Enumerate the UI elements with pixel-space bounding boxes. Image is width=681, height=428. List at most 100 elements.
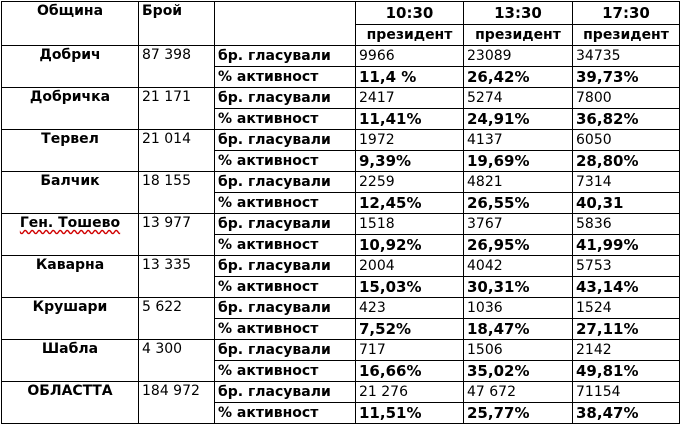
activity-value: 36,82% [572,108,680,130]
voted-value: 1524 [572,297,680,319]
municipality-voted-row: Балчик 18 155 бр. гласували 2259 4821 7314 [1,171,680,214]
municipality-name-text: Балчик [40,173,100,189]
municipality-name-text: Ген. Тошево [19,215,121,231]
activity-label: % активност [214,318,356,340]
activity-label: % активност [214,108,356,130]
activity-value: 19,69% [463,150,573,172]
municipality-name: Балчик [1,171,139,214]
activity-value: 39,73% [572,66,680,88]
voted-value: 9966 [355,45,464,67]
municipality-activity-row: % активност 9,39% 19,69% 28,80% [2,150,680,172]
municipality-count: 21 171 [138,87,215,130]
voted-value: 71154 [572,381,680,403]
municipality-voted-row: Шабла 4 300 бр. гласували 717 1506 2142 [1,339,680,382]
voted-value: 1506 [463,339,573,361]
activity-label: % активност [214,402,356,424]
activity-label: % активност [214,276,356,298]
activity-value: 26,95% [463,234,573,256]
voted-label: бр. гласували [214,87,356,109]
election-subheader: президент [355,24,464,46]
municipality-name-text: Каварна [35,257,105,273]
header-row-time: Община Брой 10:30 13:30 17:30 [1,1,680,46]
municipality-count: 4 300 [138,339,215,382]
activity-value: 26,55% [463,192,573,214]
municipality-voted-row: Тервел 21 014 бр. гласували 1972 4137 6050 [1,129,680,172]
municipality-count: 18 155 [138,171,215,214]
election-subheader: президент [572,24,680,46]
voted-label: бр. гласували [214,45,356,67]
activity-value: 11,51% [355,402,464,424]
municipality-name-text: Шабла [41,341,99,357]
voted-value: 5836 [572,213,680,235]
activity-value: 41,99% [572,234,680,256]
municipality-name: Шабла [1,339,139,382]
activity-value: 27,11% [572,318,680,340]
activity-label: % активност [214,234,356,256]
voted-value: 6050 [572,129,680,151]
voted-value: 7800 [572,87,680,109]
voted-value: 21 276 [355,381,464,403]
municipality-activity-row: % активност 15,03% 30,31% 43,14% [2,276,680,298]
municipality-count: 184 972 [138,381,215,424]
voted-value: 2417 [355,87,464,109]
municipality-name-text: ОБЛАСТТА [27,383,113,399]
voted-label: бр. гласували [214,129,356,151]
municipality-voted-row: Добричка 21 171 бр. гласували 2417 5274 7800 [1,87,680,130]
activity-label: % активност [214,150,356,172]
municipality-name: Каварна [1,255,139,298]
voted-label: бр. гласували [214,339,356,361]
voted-label: бр. гласували [214,381,356,403]
activity-value: 16,66% [355,360,464,382]
voted-label: бр. гласували [214,297,356,319]
voted-value: 23089 [463,45,573,67]
municipality-activity-row: % активност 12,45% 26,55% 40,31 [2,192,680,214]
voted-value: 34735 [572,45,680,67]
municipality-voted-row: ОБЛАСТТА 184 972 бр. гласували 21 276 47 672… [1,381,680,424]
voted-value: 5274 [463,87,573,109]
municipality-count: 87 398 [138,45,215,88]
municipality-header: Община [1,1,139,46]
activity-value: 38,47% [572,402,680,424]
activity-value: 15,03% [355,276,464,298]
voted-value: 2259 [355,171,464,193]
municipality-name: ОБЛАСТТА [1,381,139,424]
activity-value: 11,41% [355,108,464,130]
activity-label: % активност [214,192,356,214]
municipality-voted-row: Каварна 13 335 бр. гласували 2004 4042 5753 [1,255,680,298]
municipality-name: Ген. Тошево [1,213,139,256]
municipality-count: 5 622 [138,297,215,340]
activity-value: 11,4 % [355,66,464,88]
municipality-count: 13 335 [138,255,215,298]
municipality-name: Тервел [1,129,139,172]
activity-value: 49,81% [572,360,680,382]
activity-value: 10,92% [355,234,464,256]
municipality-voted-row: Ген. Тошево 13 977 бр. гласували 1518 3767 58… [1,213,680,256]
election-subheader: президент [463,24,573,46]
municipality-activity-row: % активност 11,41% 24,91% 36,82% [2,108,680,130]
activity-value: 7,52% [355,318,464,340]
time-header: 13:30 [463,1,573,25]
voted-value: 7314 [572,171,680,193]
activity-value: 28,80% [572,150,680,172]
municipality-activity-row: % активност 10,92% 26,95% 41,99% [2,234,680,256]
municipality-count: 13 977 [138,213,215,256]
count-header: Брой [138,1,215,46]
time-header: 10:30 [355,1,464,25]
voted-value: 4821 [463,171,573,193]
voted-value: 47 672 [463,381,573,403]
activity-value: 40,31 [572,192,680,214]
voted-value: 5753 [572,255,680,277]
activity-value: 26,42% [463,66,573,88]
municipality-activity-row: % активност 11,51% 25,77% 38,47% [2,402,680,424]
municipality-name-text: Добричка [29,89,111,105]
activity-value: 12,45% [355,192,464,214]
activity-value: 43,14% [572,276,680,298]
municipality-name: Крушари [1,297,139,340]
municipality-count: 21 014 [138,129,215,172]
municipality-name: Добрич [1,45,139,88]
municipality-voted-row: Крушари 5 622 бр. гласували 423 1036 1524 [1,297,680,340]
activity-value: 18,47% [463,318,573,340]
voted-value: 423 [355,297,464,319]
municipality-activity-row: % активност 16,66% 35,02% 49,81% [2,360,680,382]
